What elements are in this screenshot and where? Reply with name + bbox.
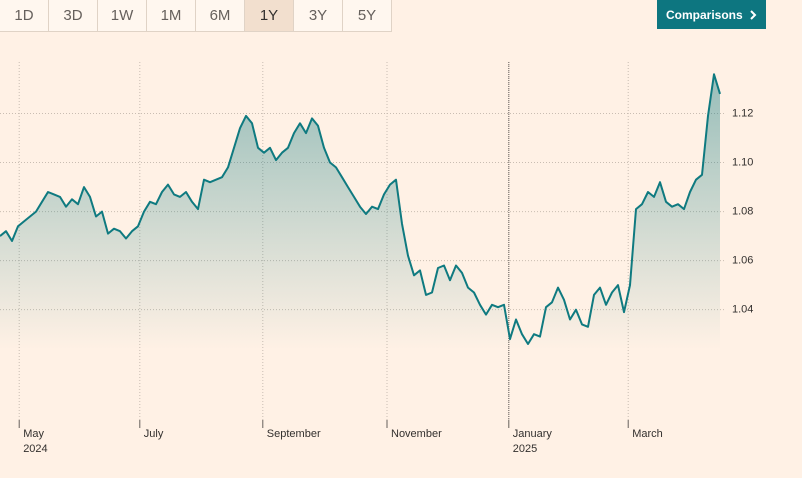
x-tick-label: March <box>632 428 663 440</box>
y-tick-label: 1.10 <box>732 156 753 168</box>
comparisons-button[interactable]: Comparisons <box>657 0 766 29</box>
y-tick-label: 1.04 <box>732 304 753 316</box>
y-tick-label: 1.06 <box>732 255 753 267</box>
range-tab[interactable]: 3D <box>49 0 98 32</box>
range-tab[interactable]: 3Y <box>294 0 343 32</box>
range-tab[interactable]: 1D <box>0 0 49 32</box>
range-tab[interactable]: 6M <box>196 0 245 32</box>
x-year-label: 2025 <box>513 443 537 455</box>
range-tab[interactable]: 1M <box>147 0 196 32</box>
x-tick-label: May <box>23 428 44 440</box>
price-line <box>0 73 721 345</box>
x-tick-label: November <box>391 428 442 440</box>
range-tab[interactable]: 1W <box>98 0 147 32</box>
x-tick-label: January <box>513 428 553 440</box>
y-tick-label: 1.08 <box>732 205 753 217</box>
range-tab[interactable]: 1Y <box>245 0 294 32</box>
x-tick-label: July <box>144 428 164 440</box>
comparisons-label: Comparisons <box>666 7 743 22</box>
x-tick-label: September <box>267 428 321 440</box>
x-year-label: 2024 <box>23 443 47 455</box>
chevron-icon <box>750 10 757 20</box>
area <box>0 74 720 421</box>
range-tabs: 1D 3D 1W 1M 6M 1Y 3Y 5Y <box>0 0 392 32</box>
y-tick-label: 1.12 <box>732 107 753 119</box>
range-tab[interactable]: 5Y <box>343 0 392 32</box>
